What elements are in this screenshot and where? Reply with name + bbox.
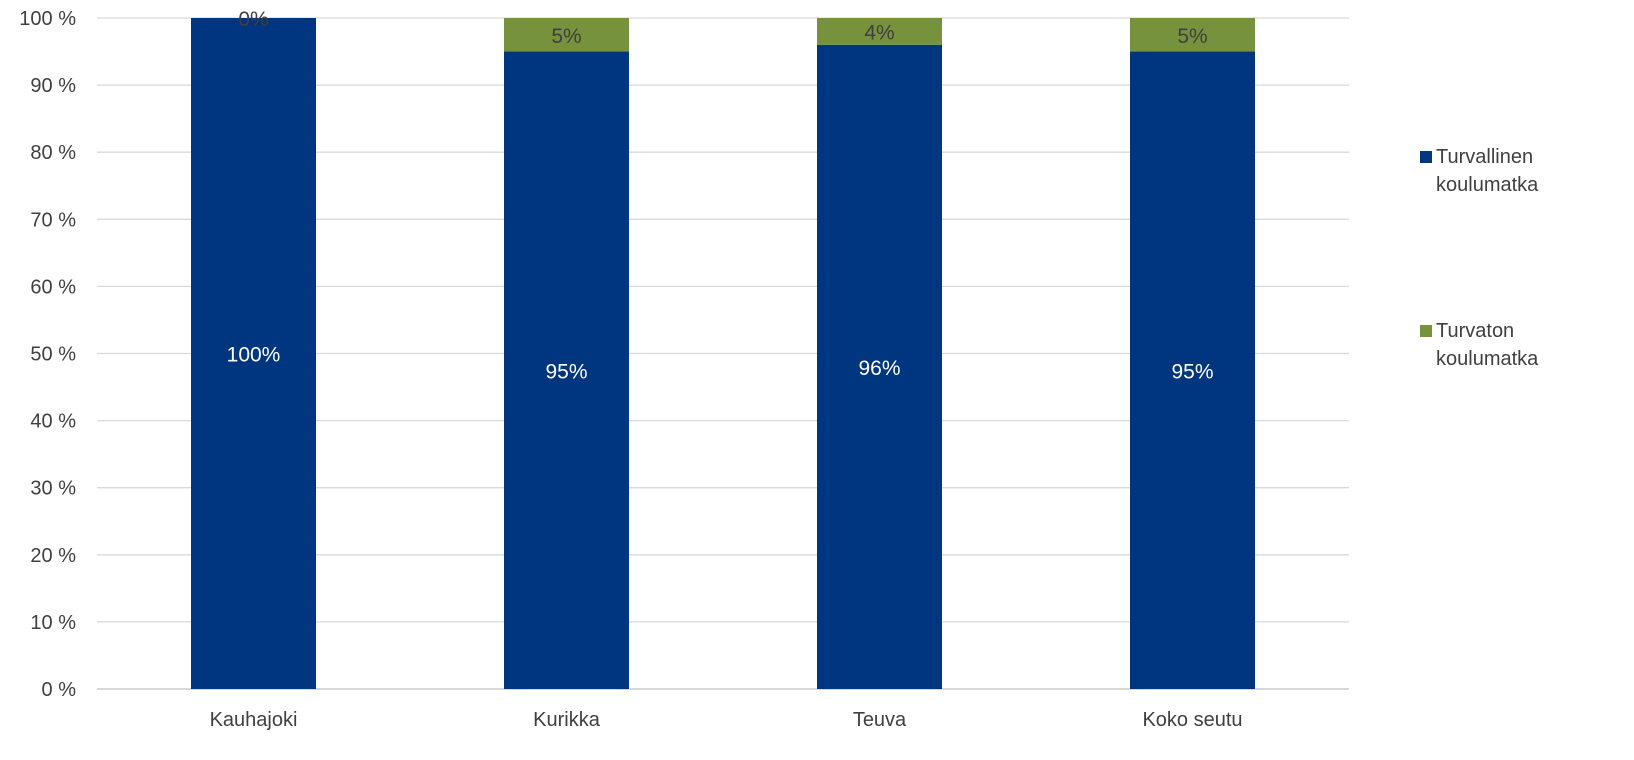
y-tick-label: 90 % [30,75,76,97]
x-category-label: Kauhajoki [210,709,298,731]
y-tick-label: 60 % [30,276,76,298]
y-tick-label: 0 % [42,679,77,701]
legend-swatch-turvaton [1420,325,1432,337]
data-label-turvaton-2: 4% [864,21,894,44]
y-tick-label: 70 % [30,209,76,231]
bar-turvaton-3 [1130,18,1255,52]
bar-turvallinen-3 [1130,51,1255,690]
legend-item-turvaton: Turvaton koulumatka [1420,317,1586,373]
data-label-turvallinen-0: 100% [227,344,281,367]
y-tick-label: 10 % [30,612,76,634]
x-category-label: Teuva [853,709,907,731]
data-label-turvallinen-3: 95% [1171,360,1213,383]
bar-turvallinen-0 [191,18,316,689]
x-category-label: Kurikka [533,709,601,731]
legend: Turvallinen koulumatka Turvaton koulumat… [1420,0,1630,760]
y-tick-label: 20 % [30,545,76,567]
bar-turvallinen-2 [817,44,942,689]
data-labels: 100% 0% 95% 5% 96% 4% 95% 5% [227,8,1214,383]
data-label-turvallinen-2: 96% [858,357,900,380]
data-label-turvallinen-1: 95% [545,360,587,383]
bar-turvaton-2 [817,18,942,45]
bar-turvaton-1 [504,18,629,52]
bar-turvallinen-1 [504,51,629,690]
bars [191,18,1255,690]
y-tick-label: 100 % [19,8,76,30]
y-tick-label: 30 % [30,478,76,500]
y-tick-label: 40 % [30,411,76,433]
x-axis: Kauhajoki Kurikka Teuva Koko seutu [210,709,1243,731]
legend-label-turvallinen: Turvallinen koulumatka [1436,146,1539,196]
y-tick-label: 80 % [30,142,76,164]
x-category-label: Koko seutu [1142,709,1242,731]
y-axis: 0 % 10 % 20 % 30 % 40 % 50 % 60 % 70 % 80 % 90 % 1… [19,8,76,701]
legend-swatch-turvallinen [1420,151,1432,163]
data-label-turvaton-0: 0% [238,8,268,31]
legend-item-turvallinen: Turvallinen koulumatka [1420,143,1586,199]
data-label-turvaton-1: 5% [551,25,581,48]
y-tick-label: 50 % [30,344,76,366]
legend-label-turvaton: Turvaton koulumatka [1436,320,1539,370]
data-label-turvaton-3: 5% [1177,25,1207,48]
